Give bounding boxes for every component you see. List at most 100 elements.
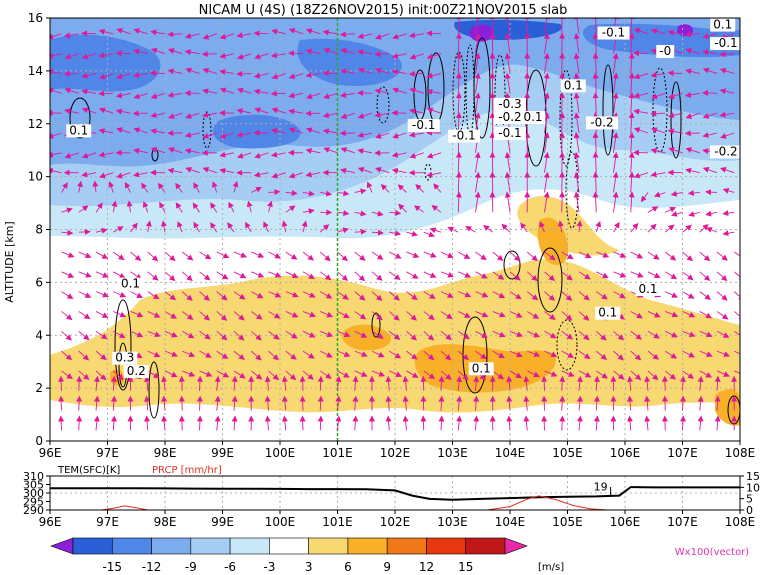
wind-vector bbox=[271, 172, 286, 179]
wind-vector bbox=[130, 330, 144, 338]
wind-vector bbox=[391, 52, 407, 59]
y-tick-label: 0 bbox=[35, 434, 43, 448]
wind-vector bbox=[628, 191, 635, 213]
x-tick-label: 103E bbox=[437, 446, 468, 460]
wind-vector bbox=[423, 271, 437, 278]
wind-vector bbox=[175, 182, 183, 193]
wind-vector bbox=[164, 350, 178, 357]
wind-vector bbox=[61, 251, 75, 258]
wind-vector bbox=[193, 182, 200, 193]
sub-x-tick-label: 108E bbox=[725, 515, 756, 529]
wind-vector bbox=[219, 33, 235, 40]
wind-vector bbox=[168, 147, 183, 154]
wind-vector bbox=[438, 395, 445, 411]
wind-vector bbox=[682, 291, 695, 299]
wind-vector bbox=[371, 311, 383, 321]
wind-vector bbox=[705, 189, 718, 196]
contour-label-bg bbox=[494, 97, 526, 111]
wind-vector bbox=[685, 68, 700, 75]
contour-label: 0.3 bbox=[115, 351, 134, 365]
wind-vector bbox=[78, 311, 91, 320]
wind-vector bbox=[455, 151, 462, 173]
wind-vector bbox=[147, 251, 159, 262]
wind-vector bbox=[426, 107, 442, 114]
wind-vector bbox=[420, 395, 427, 411]
wind-vector bbox=[523, 415, 530, 431]
wind-vector bbox=[573, 52, 580, 74]
wind-vector bbox=[93, 415, 100, 431]
wind-vector bbox=[389, 230, 402, 237]
wind-vector bbox=[124, 181, 131, 193]
wind-vector bbox=[527, 330, 540, 338]
wind-vector bbox=[685, 48, 700, 55]
wind-vector bbox=[578, 330, 590, 341]
wind-vector bbox=[474, 191, 481, 213]
wind-vector bbox=[285, 271, 299, 278]
wind-vector bbox=[578, 350, 591, 360]
wind-vector bbox=[612, 151, 619, 173]
wind-vector bbox=[354, 228, 367, 235]
wind-vector bbox=[144, 415, 151, 431]
wind-vector bbox=[504, 72, 511, 94]
contour-label: -0.1 bbox=[452, 129, 475, 143]
wind-vector bbox=[271, 28, 286, 35]
wind-vector bbox=[354, 350, 368, 357]
wind-vector bbox=[699, 223, 709, 233]
wind-vector bbox=[264, 395, 271, 411]
wind-vector bbox=[406, 251, 420, 258]
sub-x-tick-label: 97E bbox=[96, 515, 119, 529]
wind-vector bbox=[665, 291, 678, 298]
sub-left-tick-label: 300 bbox=[23, 487, 44, 500]
surface-panel: 19 TEM(SFC)[K] PRCP [mm/hr] 310305300295… bbox=[23, 465, 760, 529]
wind-vector bbox=[409, 53, 424, 60]
wind-vector bbox=[388, 330, 401, 340]
shade-white-gap bbox=[50, 400, 740, 441]
wind-vector bbox=[253, 30, 269, 37]
wind-vector bbox=[323, 47, 338, 55]
wind-vector bbox=[210, 202, 218, 213]
wind-vector bbox=[144, 375, 151, 391]
wind-vector bbox=[337, 227, 349, 234]
wind-vector bbox=[167, 92, 183, 98]
sub-x-tick-label: 102E bbox=[380, 515, 411, 529]
wind-vector bbox=[61, 207, 73, 214]
wind-vector bbox=[78, 330, 90, 341]
wind-vector bbox=[440, 251, 454, 259]
wind-vector bbox=[61, 330, 72, 341]
wind-vector bbox=[630, 222, 639, 233]
wind-vector bbox=[561, 330, 574, 340]
wind-vector bbox=[81, 88, 97, 95]
wind-vector bbox=[406, 311, 418, 321]
wind-vector bbox=[509, 311, 523, 318]
contour-ellipse bbox=[537, 247, 563, 313]
wind-vector bbox=[76, 415, 83, 431]
wind-vector bbox=[613, 370, 625, 380]
wind-vector bbox=[184, 131, 200, 138]
wind-vector bbox=[339, 91, 355, 98]
wind-vector bbox=[702, 49, 718, 56]
wind-vector bbox=[320, 330, 334, 338]
wind-vector bbox=[544, 271, 556, 282]
wind-vector bbox=[573, 151, 580, 173]
wind-vector bbox=[613, 291, 626, 299]
wind-vector bbox=[457, 350, 469, 361]
wind-vector bbox=[388, 291, 400, 301]
wind-vector bbox=[716, 370, 730, 377]
wind-vector bbox=[596, 370, 608, 379]
wind-vector bbox=[391, 167, 407, 174]
wind-vector bbox=[668, 92, 683, 99]
wind-vector bbox=[233, 311, 245, 321]
wind-vector bbox=[644, 395, 651, 411]
wind-vector bbox=[682, 251, 693, 262]
wind-vector bbox=[142, 201, 149, 213]
wind-vector bbox=[679, 395, 686, 411]
wind-vector bbox=[509, 370, 522, 379]
wind-vector bbox=[612, 171, 619, 193]
contour-label-bg bbox=[586, 116, 618, 130]
wind-vector bbox=[150, 112, 166, 119]
wind-vector bbox=[371, 229, 384, 236]
wind-vector bbox=[576, 220, 583, 233]
sub-x-tick-label: 107E bbox=[667, 515, 698, 529]
wind-vector bbox=[98, 107, 114, 114]
